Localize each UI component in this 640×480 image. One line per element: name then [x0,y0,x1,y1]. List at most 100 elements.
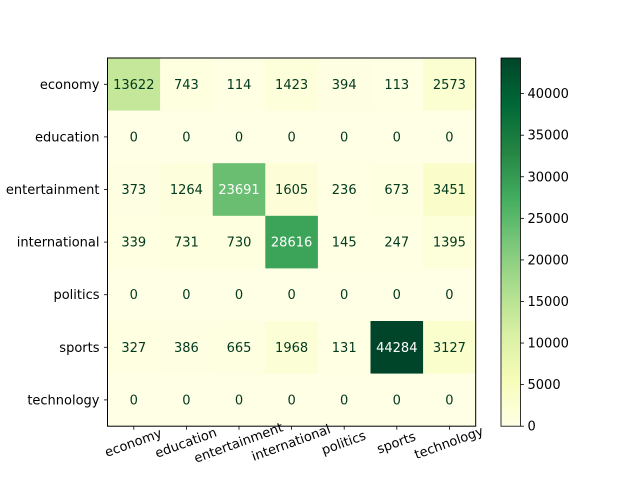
cell-value-label: 13622 [113,78,154,93]
heatmap-cell [370,58,424,111]
cell-value-label: 0 [235,130,243,145]
cell-value-label: 0 [182,288,190,303]
heatmap-cell [423,268,476,322]
cell-value-label: 673 [384,183,409,198]
cell-value-label: 236 [332,183,357,198]
cell-value-label: 0 [182,393,190,408]
heatmap-cell [212,373,266,427]
cell-value-label: 23691 [218,183,259,198]
heatmap-cell [160,268,213,322]
cell-value-label: 1395 [433,236,466,251]
heatmap-cell [370,163,424,217]
column-labels: economyeducationentertainmentinternation… [103,420,486,466]
cell-value-label: 0 [130,393,138,408]
cell-value-label: 339 [121,236,146,251]
cell-value-label: 145 [332,236,357,251]
colorbar-tick-label: 40000 [528,87,569,102]
heatmap-cell [212,268,266,322]
cell-value-label: 0 [287,393,295,408]
cell-value-label: 1605 [275,183,308,198]
cell-value-label: 114 [227,78,252,93]
cell-value-label: 44284 [376,341,417,356]
heatmap-cell [265,110,319,164]
heatmap-cell [107,321,161,374]
heatmap-cell [370,268,424,322]
heatmap-cell [370,110,424,164]
cell-value-label: 3451 [433,183,466,198]
heatmap-cell [265,373,319,427]
heatmap-cell [212,110,266,164]
colorbar-tick-label: 20000 [528,253,569,268]
heatmap-cell [317,373,371,427]
cell-value-label: 394 [332,78,357,93]
colorbar-tick-label: 35000 [528,129,569,144]
cell-value-label: 0 [445,130,453,145]
cell-value-label: 247 [384,236,409,251]
y-tick-label: sports [59,341,99,356]
heatmap-cell [370,373,424,427]
cell-value-label: 665 [227,341,252,356]
colorbar-tick-label: 25000 [528,212,569,227]
y-tick-label: technology [27,393,99,408]
cell-value-label: 0 [287,130,295,145]
row-labels: economy education entertainment internation… [6,78,108,408]
cell-value-label: 0 [235,393,243,408]
heatmap-cell [317,110,371,164]
cell-value-label: 1264 [170,183,203,198]
cell-value-label: 28616 [271,236,312,251]
cell-value-label: 731 [174,236,199,251]
cell-value-label: 2573 [433,78,466,93]
cell-value-label: 0 [445,393,453,408]
heatmap-cell [212,321,266,374]
x-tick-label: technology [413,424,486,463]
cell-value-label: 0 [182,130,190,145]
colorbar-tick-label: 10000 [528,337,569,352]
cell-value-label: 0 [393,130,401,145]
heatmap-cell [160,163,213,217]
heatmap-cell [317,268,371,322]
colorbar-tick-label: 15000 [528,295,569,310]
heatmap-cell [265,321,319,374]
heatmap-cell [423,321,476,374]
cell-value-label: 743 [174,78,199,93]
heatmap-cell [160,321,213,374]
heatmap-cell [265,215,319,269]
colorbar-gradient [501,58,521,427]
heatmap-cell [212,215,266,269]
heatmap-cell [317,215,371,269]
cell-value-label: 373 [121,183,146,198]
heatmap-cell [423,373,476,427]
y-tick-label: entertainment [6,183,100,198]
cell-value-label: 3127 [433,341,466,356]
heatmap-cell [107,58,161,111]
heatmap-cell [317,163,371,217]
x-tick-label: sports [375,430,418,458]
y-tick-label: economy [40,78,100,93]
cell-value-label: 0 [130,130,138,145]
heatmap-cell [423,58,476,111]
heatmap-cell [160,373,213,427]
cell-value-label: 1968 [275,341,308,356]
heatmap-cell [160,215,213,269]
heatmap-cell [107,268,161,322]
cell-value-label: 113 [384,78,409,93]
colorbar-tick-label: 0 [528,420,536,435]
heatmap-cell [160,58,213,111]
heatmap-cell [107,215,161,269]
cell-value-label: 0 [445,288,453,303]
cell-value-label: 0 [340,130,348,145]
heatmap-cell [423,110,476,164]
colorbar: 0 5000 10000 15000 20000 25000 30000 35000 40000 [500,57,569,435]
cell-value-label: 0 [235,288,243,303]
heatmap-cell [370,215,424,269]
cell-value-label: 131 [332,341,357,356]
cell-value-label: 0 [393,393,401,408]
cell-value-label: 730 [227,236,252,251]
heatmap-cell [423,163,476,217]
heatmap-cell [317,321,371,374]
heatmap-cell [160,110,213,164]
heatmap-cell [107,110,161,164]
cell-value-label: 386 [174,341,199,356]
cell-value-label: 0 [287,288,295,303]
